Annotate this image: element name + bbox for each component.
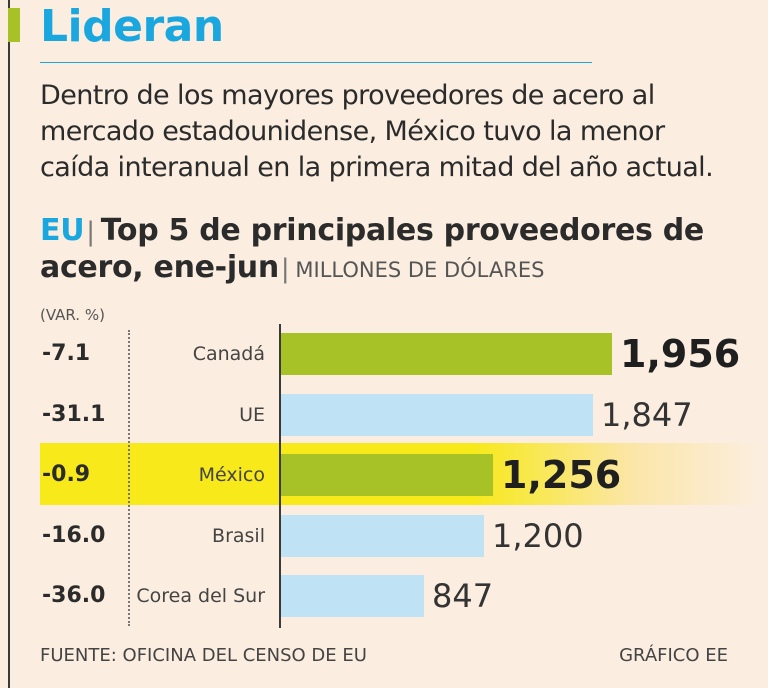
variation-value: -16.0	[42, 522, 106, 548]
variation-divider	[128, 330, 130, 626]
graphic-frame	[8, 0, 768, 688]
bar-value-label: 1,200	[492, 516, 584, 555]
variation-value: -36.0	[42, 583, 106, 608]
country-label: México	[198, 464, 265, 486]
bar-value-label: 1,847	[601, 395, 693, 434]
variation-value: -31.1	[42, 401, 106, 427]
chart-heading: EU| Top 5 de principales proveedores de a…	[40, 213, 760, 288]
country-label: Brasil	[212, 524, 265, 547]
bar-value-label: 1,256	[501, 453, 622, 497]
chart-heading-divider: |	[86, 217, 95, 247]
bar	[281, 333, 612, 375]
bar	[281, 575, 424, 617]
chart-axis-line	[279, 324, 281, 628]
chart-region-label: EU	[40, 213, 85, 248]
variation-column-label: (VAR. %)	[40, 306, 105, 324]
source-note: FUENTE: OFICINA DEL CENSO DE EU	[40, 645, 367, 666]
country-label: UE	[239, 403, 265, 426]
chart-row: -36.0 Corea del Sur 847	[0, 566, 768, 626]
page-subtitle: Dentro de los mayores proveedores de ace…	[40, 80, 714, 183]
chart-row: -31.1 UE 1,847	[0, 385, 768, 445]
title-accent-bar	[8, 8, 20, 42]
chart-row: -7.1 Canadá 1,956	[0, 324, 768, 384]
variation-value: -7.1	[42, 341, 91, 366]
chart-units-divider: |	[280, 254, 290, 284]
page-title: Lideran	[40, 1, 224, 52]
bar-value-label: 1,956	[620, 332, 741, 376]
variation-value: -0.9	[42, 462, 91, 487]
chart-row: -16.0 Brasil 1,200	[0, 506, 768, 566]
country-label: Canadá	[192, 343, 265, 365]
country-label: Corea del Sur	[136, 585, 265, 607]
bar	[281, 454, 493, 496]
chart-title: Top 5 de principales proveedores de acer…	[40, 213, 704, 285]
bar	[281, 393, 593, 436]
title-divider	[40, 62, 592, 63]
chart-row: -0.9 México 1,256	[0, 445, 768, 505]
bar	[281, 514, 484, 557]
bar-value-label: 847	[432, 577, 494, 615]
graphic-credit: GRÁFICO EE	[619, 645, 728, 666]
chart-units: MILLONES DE DÓLARES	[295, 258, 545, 282]
